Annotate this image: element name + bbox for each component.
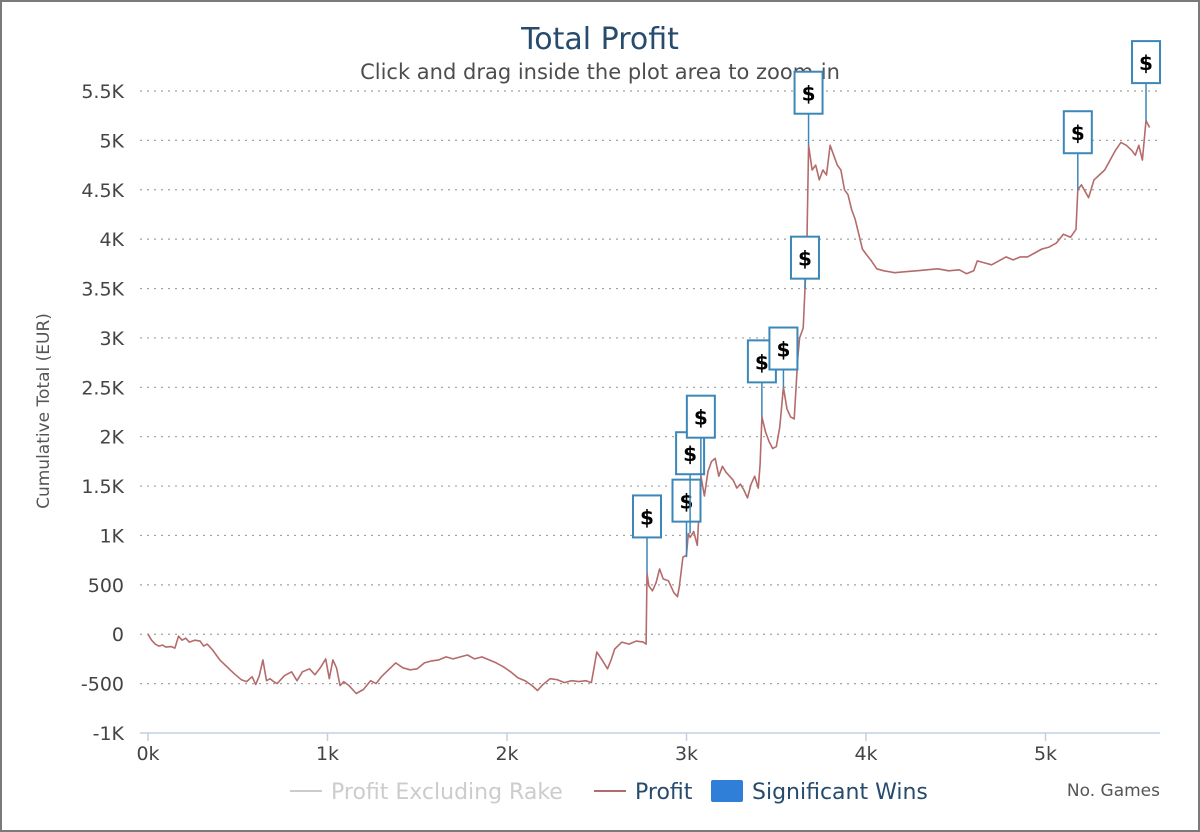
x-tick-label: 5k <box>1034 743 1057 765</box>
y-tick-label: 2K <box>99 427 124 449</box>
significant-win-flag[interactable]: $ <box>671 478 702 558</box>
significant-win-flag[interactable]: $ <box>632 494 663 573</box>
legend-label: Significant Wins <box>752 780 928 805</box>
y-tick-label: 5.5K <box>81 81 124 103</box>
legend-label: Profit <box>635 780 693 805</box>
significant-win-flag[interactable]: $ <box>768 326 799 388</box>
x-tick-label: 4k <box>854 743 877 765</box>
legend-item[interactable]: Profit <box>594 780 693 805</box>
flag-box[interactable] <box>1131 40 1162 85</box>
y-tick-label: 500 <box>88 575 124 597</box>
flag-box[interactable] <box>671 478 702 523</box>
legend[interactable]: Profit Excluding Rake Profit Significant W… <box>290 780 928 805</box>
series[interactable] <box>147 119 1151 695</box>
significant-win-flag[interactable]: $ <box>793 70 824 146</box>
flag-label: $ <box>683 442 697 466</box>
flag-label: $ <box>776 338 790 362</box>
chart-title: Total Profit <box>520 22 679 57</box>
y-tick-label: 1.5K <box>81 476 124 498</box>
significant-wins-flags[interactable]: $ $ $ $ $ $ $ $ $ $ <box>632 40 1162 573</box>
axes: -1K -500 0 500 1K 1.5K 2K 2.5K 3K 3.5K 4K 4.5K 5K 5.5… <box>81 81 1160 765</box>
significant-win-flag[interactable]: $ <box>789 235 820 289</box>
flag-label: $ <box>798 247 812 271</box>
x-tick-label: 0k <box>136 743 159 765</box>
y-tick-label: 4K <box>99 229 124 251</box>
flag-box[interactable] <box>1062 110 1093 155</box>
y-tick-label: -1K <box>93 723 125 745</box>
flag-label: $ <box>802 82 816 106</box>
significant-win-flag[interactable]: $ <box>675 431 706 534</box>
flag-box[interactable] <box>675 431 706 476</box>
y-tick-label: -500 <box>81 674 124 696</box>
flag-box[interactable] <box>768 326 799 371</box>
significant-win-flag[interactable]: $ <box>1062 110 1093 190</box>
series-line-profit[interactable] <box>147 119 1151 695</box>
flag-label: $ <box>680 490 694 514</box>
flag-label: $ <box>694 406 708 430</box>
x-axis-label: No. Games <box>1067 781 1160 801</box>
y-tick-label: 2.5K <box>81 377 124 399</box>
legend-label: Profit Excluding Rake <box>331 780 563 805</box>
flag-label: $ <box>1071 121 1085 145</box>
flag-label: $ <box>640 505 654 529</box>
y-tick-label: 4.5K <box>81 180 124 202</box>
y-tick-label: 3K <box>99 328 124 350</box>
grid <box>140 90 1160 685</box>
flag-box[interactable] <box>793 70 824 115</box>
chart-subtitle: Click and drag inside the plot area to z… <box>360 60 840 84</box>
flag-label: $ <box>755 350 769 374</box>
legend-item[interactable]: Profit Excluding Rake <box>290 780 563 805</box>
y-tick-label: 0 <box>112 624 124 646</box>
y-tick-label: 3.5K <box>81 279 124 301</box>
x-tick-label: 1k <box>316 743 339 765</box>
flag-box[interactable] <box>789 235 820 280</box>
flag-box[interactable] <box>632 494 663 539</box>
y-tick-label: 5K <box>99 130 124 152</box>
y-tick-label: 1K <box>99 525 124 547</box>
flag-box[interactable] <box>685 394 716 439</box>
x-tick-label: 2k <box>495 743 518 765</box>
y-axis-label: Cumulative Total (EUR) <box>34 313 54 509</box>
x-tick-label: 3k <box>675 743 698 765</box>
significant-win-flag[interactable]: $ <box>1131 40 1162 121</box>
legend-item[interactable]: Significant Wins <box>711 780 928 805</box>
flag-label: $ <box>1139 51 1153 75</box>
legend-box-marker <box>711 780 743 802</box>
significant-win-flag[interactable]: $ <box>685 394 716 477</box>
